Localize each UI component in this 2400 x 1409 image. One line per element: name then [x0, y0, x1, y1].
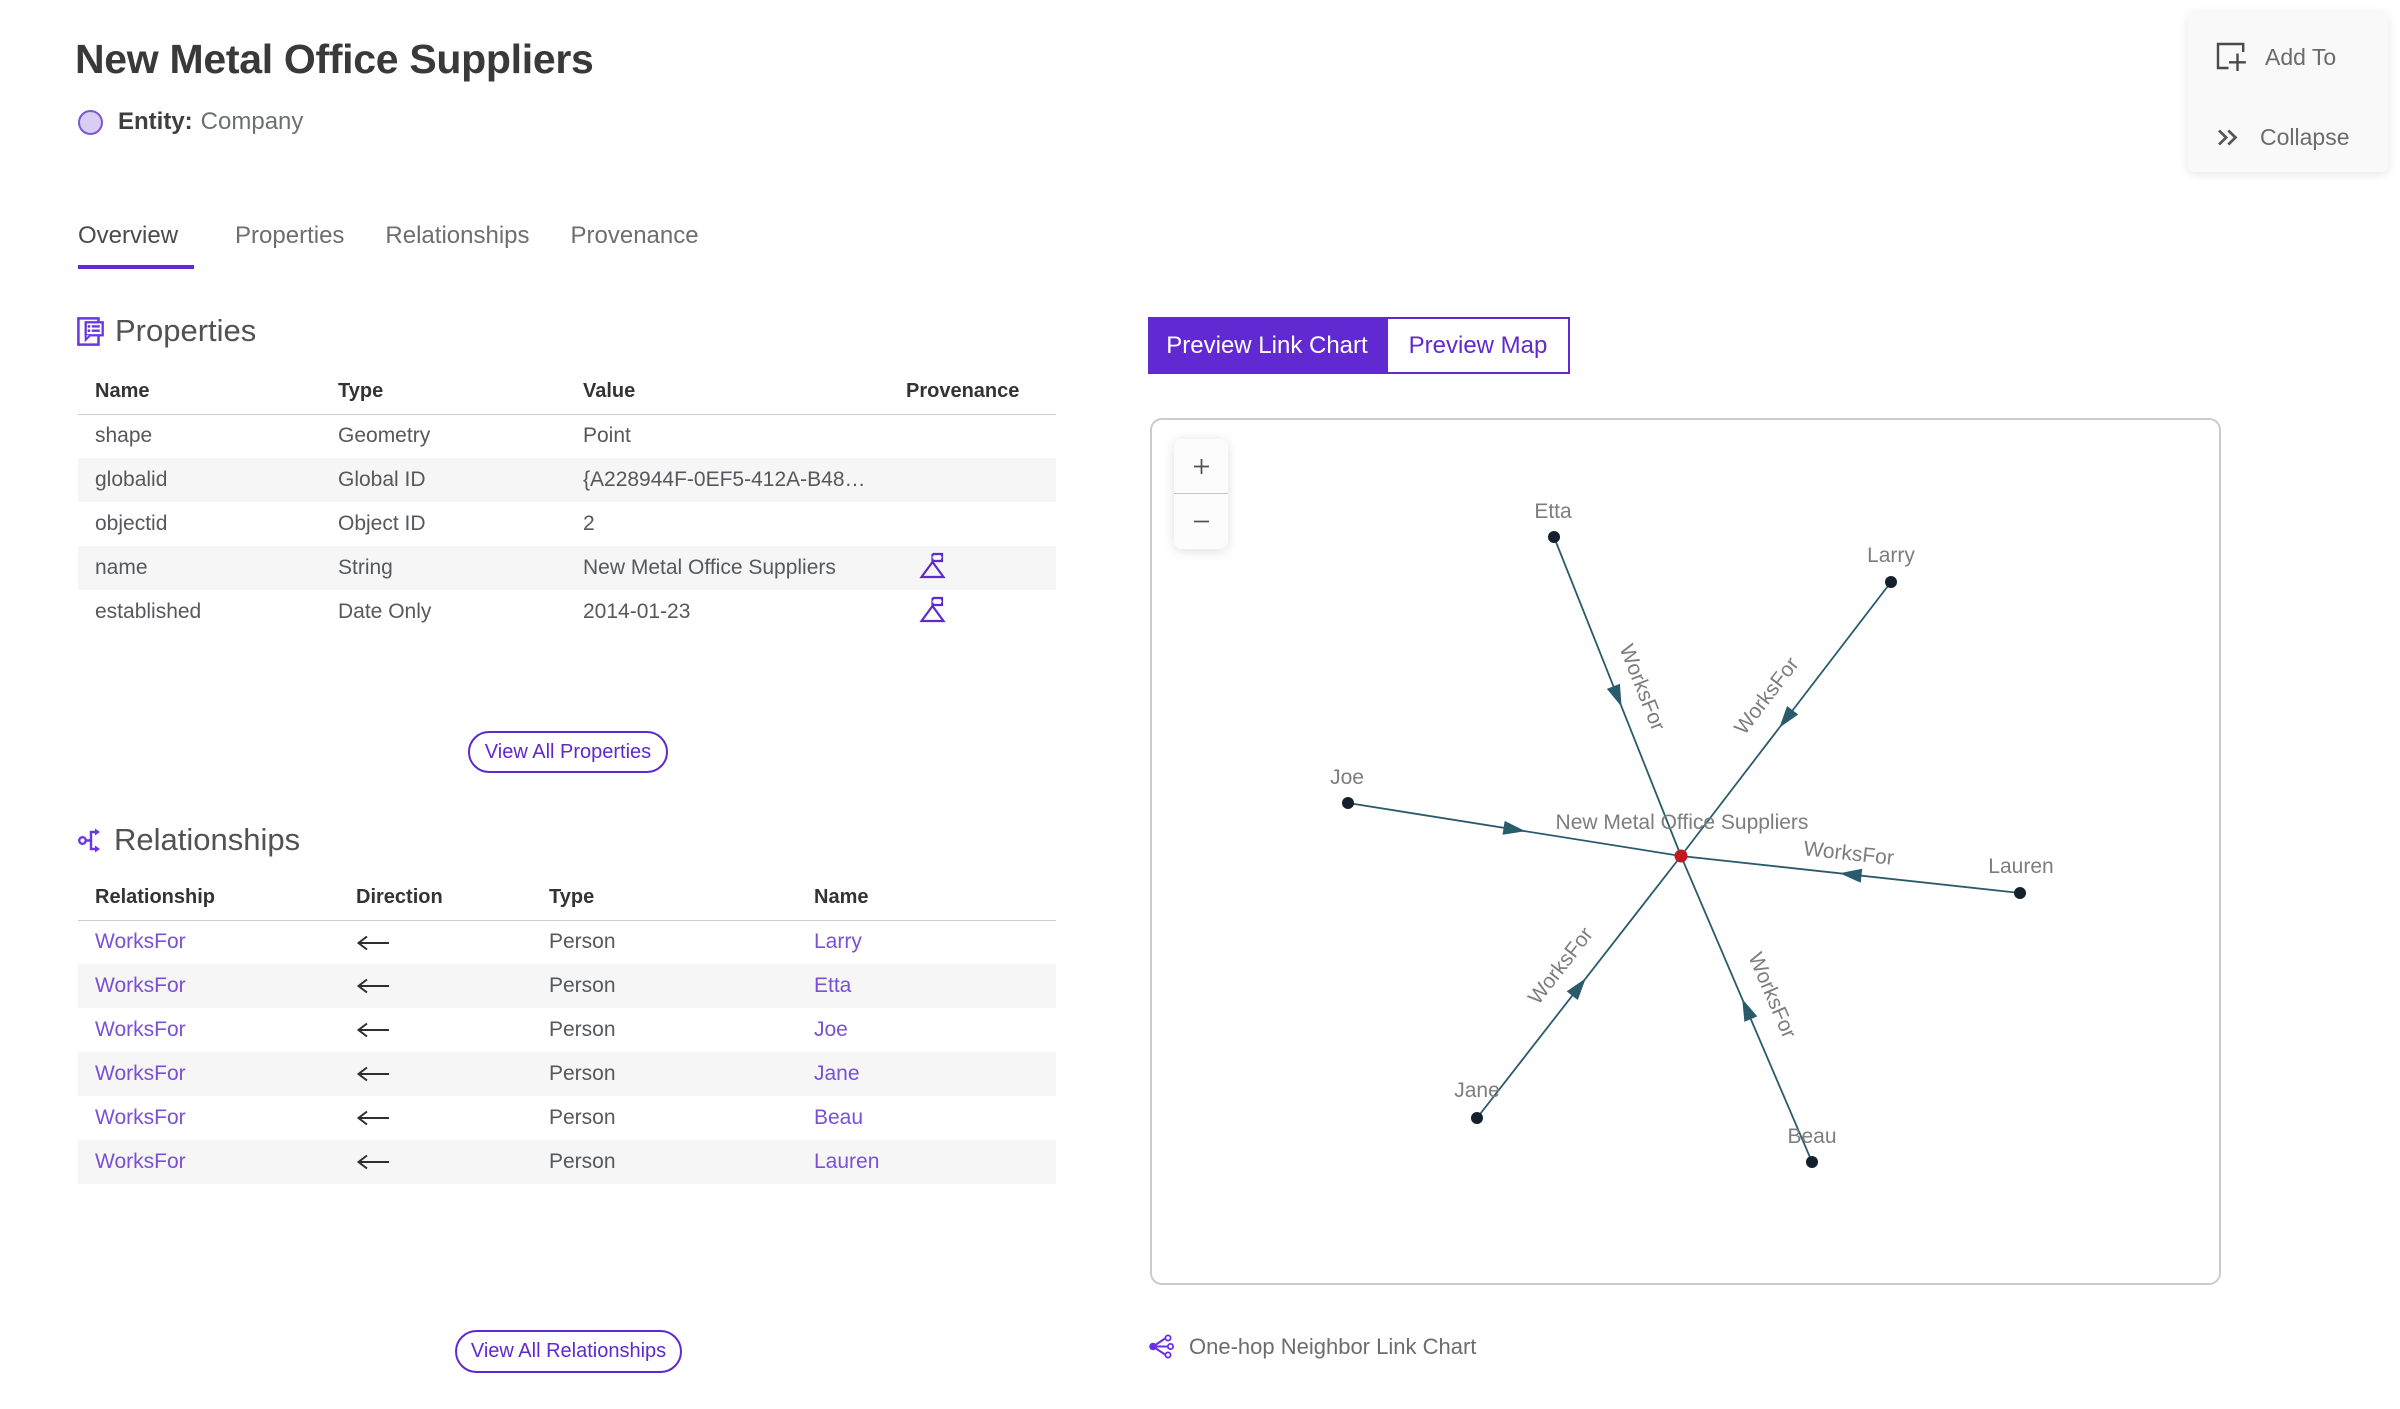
svg-text:Lauren: Lauren	[1988, 855, 2053, 878]
svg-text:Beau: Beau	[1787, 1125, 1836, 1148]
svg-text:Etta: Etta	[1534, 500, 1572, 523]
svg-text:WorksFor: WorksFor	[1524, 923, 1598, 1009]
svg-text:Joe: Joe	[1330, 766, 1364, 789]
svg-text:Jane: Jane	[1454, 1079, 1500, 1102]
svg-text:WorksFor: WorksFor	[1615, 641, 1670, 734]
svg-text:WorksFor: WorksFor	[1744, 949, 1801, 1041]
svg-text:WorksFor: WorksFor	[1802, 837, 1895, 870]
svg-text:WorksFor: WorksFor	[1730, 653, 1803, 739]
svg-text:Larry: Larry	[1867, 544, 1915, 567]
svg-text:New Metal Office Suppliers: New Metal Office Suppliers	[1556, 811, 1809, 834]
